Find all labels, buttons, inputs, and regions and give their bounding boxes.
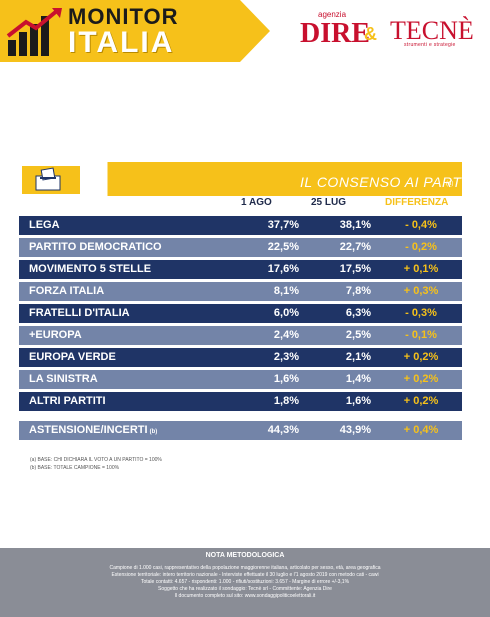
value-25-lug: 17,5%: [339, 263, 371, 275]
value-1-ago: 44,3%: [267, 424, 299, 436]
tecne-tagline: strumenti e strategie: [404, 42, 456, 48]
party-table: LEGA 37,7% 38,1% - 0,4% PARTITO DEMOCRAT…: [19, 216, 462, 443]
value-differenza: + 0,1%: [403, 263, 439, 275]
value-1-ago: 17,6%: [267, 263, 299, 275]
value-1-ago: 22,5%: [267, 241, 299, 253]
methodology-title: NOTA METODOLOGICA: [205, 552, 285, 559]
brand-italia: ITALIA: [68, 26, 175, 59]
table-row: ALTRI PARTITI 1,8% 1,6% + 0,2%: [19, 392, 462, 411]
value-1-ago: 2,3%: [273, 351, 299, 363]
table-row: EUROPA VERDE 2,3% 2,1% + 0,2%: [19, 348, 462, 367]
value-25-lug: 2,5%: [345, 329, 371, 341]
brand-monitor: MONITOR: [68, 4, 179, 29]
table-row: +EUROPA 2,4% 2,5% - 0,1%: [19, 326, 462, 345]
astensione-name: ASTENSIONE/INCERTI: [29, 424, 148, 436]
methodology-line: Estensione territoriale: intero territor…: [111, 572, 379, 578]
table-row: PARTITO DEMOCRATICO 22,5% 22,7% - 0,2%: [19, 238, 462, 257]
value-25-lug: 7,8%: [345, 285, 371, 297]
column-header-1-ago: 1 AGO: [241, 197, 272, 208]
value-1-ago: 1,8%: [273, 395, 299, 407]
value-1-ago: 1,6%: [273, 373, 299, 385]
party-name: FRATELLI D'ITALIA: [29, 307, 130, 319]
party-name: MOVIMENTO 5 STELLE: [29, 263, 152, 275]
value-differenza: - 0,4%: [405, 219, 437, 231]
footnotes: (a) BASE: CHI DICHIARA IL VOTO A UN PART…: [30, 456, 162, 472]
table-row-astensione: ASTENSIONE/INCERTI (b) 44,3% 43,9% + 0,4%: [19, 421, 462, 440]
bar-chart-logo-icon: [6, 8, 62, 56]
value-25-lug: 6,3%: [345, 307, 371, 319]
tecne-logo: TECNÈ: [390, 16, 474, 45]
party-name: +EUROPA: [29, 329, 82, 341]
party-name: LA SINISTRA: [29, 373, 98, 385]
table-row: MOVIMENTO 5 STELLE 17,6% 17,5% + 0,1%: [19, 260, 462, 279]
dire-logo: DIRE: [300, 18, 371, 49]
table-row: FORZA ITALIA 8,1% 7,8% + 0,3%: [19, 282, 462, 301]
ampersand: &: [364, 24, 377, 44]
party-name: LEGA: [29, 219, 60, 231]
value-25-lug: 43,9%: [339, 424, 371, 436]
methodology-line: Campione di 1.000 casi, rappresentativo …: [109, 565, 381, 571]
footnote-b: (b) BASE: TOTALE CAMPIONE = 100%: [30, 465, 120, 471]
dire-agenzia-label: agenzia: [318, 10, 347, 19]
astensione-label: ASTENSIONE/INCERTI (b): [29, 424, 157, 436]
table-title-note: (a): [446, 181, 454, 187]
value-differenza: - 0,2%: [405, 241, 437, 253]
value-differenza: - 0,1%: [405, 329, 437, 341]
methodology-panel: [0, 548, 490, 617]
column-header-differenza: DIFFERENZA: [385, 197, 449, 208]
value-25-lug: 38,1%: [339, 219, 371, 231]
column-header-25-lug: 25 LUG: [311, 197, 347, 208]
value-1-ago: 37,7%: [267, 219, 299, 231]
value-differenza: - 0,3%: [405, 307, 437, 319]
ballot-box-icon: [22, 166, 80, 194]
party-name: ALTRI PARTITI: [29, 395, 106, 407]
table-title: IL CONSENSO AI PARTITI: [300, 174, 480, 190]
methodology-line: Totale contatti: 4.657 - rispondenti: 1.…: [140, 579, 350, 585]
value-1-ago: 6,0%: [273, 307, 299, 319]
value-differenza: + 0,2%: [403, 373, 439, 385]
value-25-lug: 22,7%: [339, 241, 371, 253]
value-25-lug: 1,4%: [345, 373, 371, 385]
party-name: PARTITO DEMOCRATICO: [29, 241, 162, 253]
table-row: FRATELLI D'ITALIA 6,0% 6,3% - 0,3%: [19, 304, 462, 323]
value-25-lug: 2,1%: [345, 351, 371, 363]
value-1-ago: 8,1%: [273, 285, 299, 297]
party-name: FORZA ITALIA: [29, 285, 105, 297]
methodology-line: Soggetto che ha realizzato il sondaggio:…: [158, 586, 332, 592]
value-1-ago: 2,4%: [273, 329, 299, 341]
astensione-note: (b): [149, 429, 158, 435]
methodology-text: Campione di 1.000 casi, rappresentativo …: [20, 565, 470, 600]
value-25-lug: 1,6%: [345, 395, 371, 407]
table-row: LA SINISTRA 1,6% 1,4% + 0,2%: [19, 370, 462, 389]
header: MONITOR ITALIA agenzia DIRE & TECNÈ stru…: [0, 0, 490, 70]
table-row: LEGA 37,7% 38,1% - 0,4%: [19, 216, 462, 235]
value-differenza: + 0,4%: [403, 424, 439, 436]
footnote-a: (a) BASE: CHI DICHIARA IL VOTO A UN PART…: [30, 457, 162, 463]
value-differenza: + 0,2%: [403, 395, 439, 407]
value-differenza: + 0,2%: [403, 351, 439, 363]
table-title-bar: [19, 162, 462, 196]
value-differenza: + 0,3%: [403, 285, 439, 297]
methodology-line: Il documento completo sul sito: www.sond…: [174, 593, 316, 599]
party-name: EUROPA VERDE: [29, 351, 116, 363]
